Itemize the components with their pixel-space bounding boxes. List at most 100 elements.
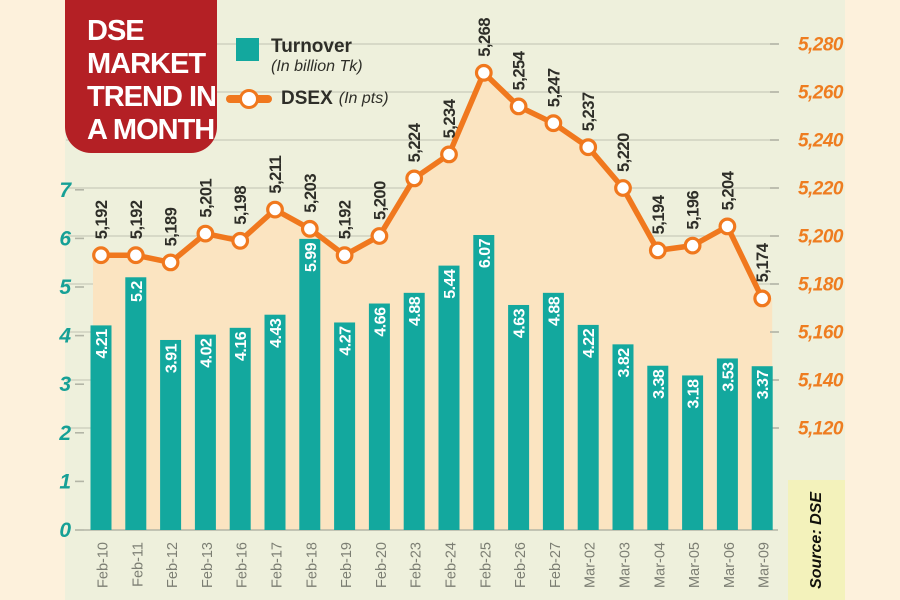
x-axis-label: Feb-25 — [478, 542, 494, 588]
turnover-bar — [508, 304, 530, 530]
turnover-bar-value-label: 3.82 — [616, 348, 633, 378]
dsex-marker — [161, 253, 180, 272]
turnover-bar-value-label: 4.43 — [268, 318, 285, 348]
legend-turnover-label: Turnover — [271, 36, 352, 57]
left-axis-tick-label: 1 — [59, 470, 70, 493]
right-axis-tick-label: 5,120 — [798, 419, 844, 440]
title-line-3: TREND IN — [87, 81, 217, 113]
left-axis-tick-label: 0 — [59, 519, 71, 542]
turnover-bar-value-label: 4.88 — [546, 296, 563, 326]
dsex-value-label: 5,220 — [615, 133, 633, 172]
turnover-bar — [299, 238, 321, 531]
turnover-bar-value-label: 3.18 — [686, 379, 703, 409]
turnover-bar-value-label: 4.21 — [94, 329, 111, 359]
dsex-value-label: 5,237 — [580, 92, 598, 131]
dsex-marker — [92, 246, 110, 265]
x-axis-label: Feb-23 — [409, 542, 425, 588]
x-axis-label: Mar-06 — [722, 542, 738, 588]
dsex-legend-marker-icon — [226, 88, 272, 109]
turnover-bar — [368, 303, 390, 530]
x-axis-label: Mar-04 — [652, 542, 668, 588]
title-line-2: MARKET — [87, 48, 206, 80]
turnover-bar-value-label: 5.99 — [303, 242, 320, 272]
dsex-value-label: 5,189 — [163, 207, 181, 246]
title-box: DSE MARKET TREND IN A MONTH — [65, 0, 217, 153]
dsex-value-label: 5,211 — [267, 155, 285, 193]
title-line-1: DSE — [87, 15, 145, 47]
turnover-bar — [716, 358, 738, 530]
turnover-bar — [403, 292, 425, 530]
left-axis-tick-label: 6 — [59, 227, 71, 250]
x-axis-label: Feb-12 — [165, 542, 181, 588]
dsex-value-label: 5,247 — [545, 68, 563, 107]
x-axis-label: Feb-24 — [444, 542, 460, 588]
turnover-bar — [751, 366, 773, 530]
dsex-marker — [370, 227, 389, 245]
legend-dsex-row: DSEX (In pts) — [226, 88, 446, 109]
dsex-value-label: 5,234 — [441, 98, 459, 138]
turnover-bar-value-label: 4.63 — [512, 308, 529, 338]
dsex-marker — [683, 236, 702, 255]
legend-dsex-sub: (In pts) — [338, 90, 389, 107]
right-axis-tick-label: 5,200 — [798, 227, 844, 248]
turnover-bar — [229, 327, 251, 530]
dsex-marker — [300, 219, 319, 238]
dsex-value-label: 5,268 — [476, 18, 494, 57]
x-axis-label: Feb-20 — [374, 542, 390, 588]
dsex-value-label: 5,200 — [371, 181, 389, 220]
turnover-bar — [334, 322, 356, 530]
x-axis-label: Feb-19 — [339, 542, 355, 588]
dsex-value-label: 5,196 — [685, 190, 703, 229]
x-axis-label: Mar-05 — [687, 542, 703, 588]
x-axis-label: Feb-18 — [304, 542, 320, 588]
left-axis-tick-label: 3 — [59, 373, 71, 396]
turnover-bar-value-label: 4.02 — [198, 338, 215, 368]
x-axis-label: Feb-16 — [235, 542, 251, 588]
dsex-marker — [614, 179, 632, 197]
right-axis-tick-label: 5,160 — [798, 323, 844, 344]
left-axis-tick-label: 4 — [58, 325, 71, 348]
source-label: Source: DSE — [807, 491, 825, 589]
dsex-value-label: 5,192 — [337, 200, 355, 239]
chart-legend: Turnover (In billion Tk) DSEX (In pts) — [226, 36, 446, 109]
turnover-bar-value-label: 4.16 — [233, 331, 250, 361]
legend-turnover-sub: (In billion Tk) — [271, 58, 363, 75]
turnover-bar — [194, 334, 216, 530]
turnover-bar — [647, 365, 669, 530]
turnover-bar — [438, 265, 460, 530]
x-axis-label: Mar-09 — [757, 542, 773, 588]
x-axis-label: Mar-03 — [618, 542, 634, 588]
x-axis-label: Feb-13 — [200, 542, 216, 588]
legend-turnover-row: Turnover (In billion Tk) — [226, 36, 446, 76]
right-axis-tick-label: 5,280 — [798, 35, 844, 56]
turnover-legend-swatch-icon — [236, 38, 259, 61]
dsex-value-label: 5,192 — [93, 200, 111, 239]
dsex-marker — [579, 138, 598, 157]
turnover-bar-value-label: 5.44 — [442, 269, 459, 299]
turnover-bar-value-label: 5.2 — [129, 281, 146, 302]
x-axis-label: Feb-10 — [96, 542, 112, 588]
dsex-value-label: 5,192 — [128, 200, 146, 239]
right-axis-tick-label: 5,140 — [798, 371, 844, 392]
dsex-marker — [196, 224, 215, 243]
turnover-bar-value-label: 6.07 — [477, 238, 494, 268]
dsex-marker — [648, 241, 667, 260]
turnover-bar-value-label: 4.27 — [338, 326, 355, 356]
x-axis-label: Mar-02 — [583, 542, 599, 588]
turnover-bar — [473, 234, 495, 531]
dsex-value-label: 5,254 — [511, 50, 529, 90]
dsex-marker — [509, 97, 528, 116]
dsex-value-label: 5,201 — [197, 178, 215, 217]
right-axis-tick-label: 5,220 — [798, 179, 844, 200]
dsex-value-label: 5,224 — [406, 122, 424, 162]
turnover-bar-value-label: 4.66 — [372, 307, 389, 337]
dsex-value-label: 5,204 — [719, 170, 737, 210]
dsex-marker — [718, 217, 737, 236]
x-axis-label: Feb-17 — [270, 542, 286, 588]
dsex-value-label: 5,194 — [650, 194, 668, 234]
dsex-value-label: 5,198 — [232, 186, 250, 225]
turnover-bar-value-label: 4.22 — [581, 328, 598, 358]
turnover-bar-value-label: 3.38 — [651, 369, 668, 399]
